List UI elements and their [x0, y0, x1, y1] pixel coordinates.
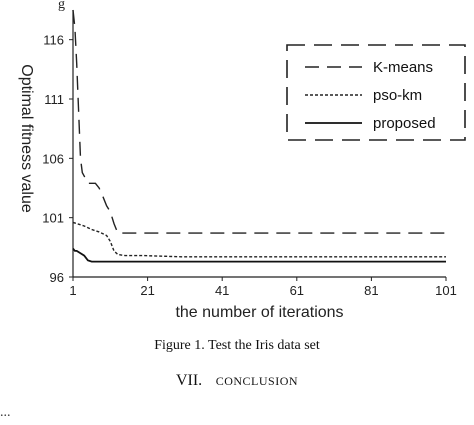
section-number: VII.	[175, 372, 203, 389]
figure-caption: Figure 1. Test the Iris data set	[154, 338, 320, 353]
y-tick-label: 101	[42, 211, 64, 226]
y-tick-label: 111	[44, 92, 64, 107]
legend-label: K-means	[373, 59, 433, 76]
legend-label: pso-km	[373, 87, 422, 104]
x-tick-label: 21	[140, 283, 154, 298]
y-tick-label: 106	[42, 151, 64, 166]
x-tick-label: 41	[215, 283, 229, 298]
y-tick-label: 96	[50, 270, 64, 285]
section-title: CONCLUSION	[215, 374, 299, 388]
y-tick-label: 116	[43, 33, 64, 48]
x-tick-label: 81	[364, 283, 378, 298]
series-line-pso-km	[72, 221, 446, 258]
lines-layer	[72, 9, 446, 263]
y-axis-label: Optimal fitness value	[18, 64, 35, 213]
top-fragment-text: g	[58, 0, 65, 12]
section-heading: VII. CONCLUSION	[0, 372, 474, 390]
x-tick-label: 61	[290, 283, 304, 298]
legend: K-means pso-km proposed	[286, 44, 466, 141]
legend-label: proposed	[373, 115, 436, 132]
body-text-fragment: ...	[0, 405, 11, 420]
series-line-k-means	[72, 9, 446, 234]
legend-box	[286, 44, 466, 141]
x-axis-label: the number of iterations	[175, 304, 343, 321]
fitness-chart: g 96 101 106 111 116 1 21 41 61 81 101 the number o…	[18, 0, 466, 321]
series-line-proposed	[72, 247, 446, 263]
x-tick-label: 1	[69, 283, 76, 298]
x-tick-label: 101	[435, 283, 457, 298]
